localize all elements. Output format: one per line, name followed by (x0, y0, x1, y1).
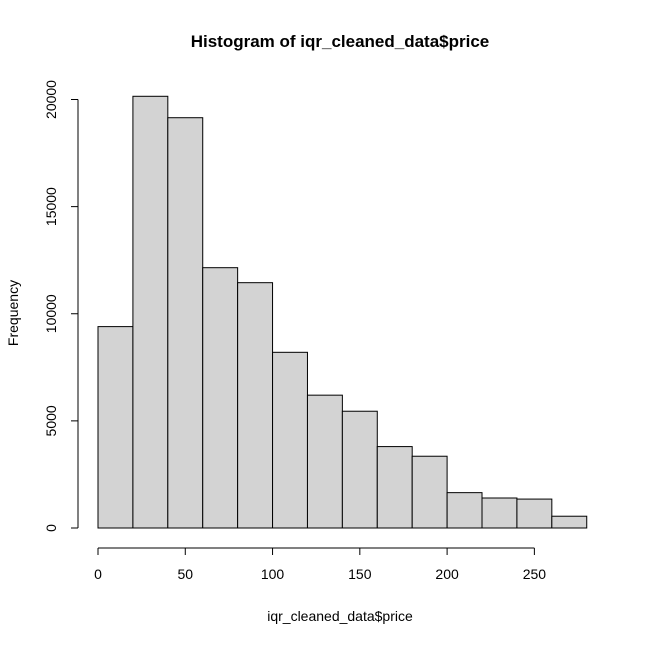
y-tick-label: 0 (43, 524, 59, 532)
histogram-bar-7 (341, 410, 378, 529)
histogram-bar-6 (306, 394, 343, 529)
y-tick-label: 5000 (43, 405, 59, 436)
histogram-bar-3 (202, 267, 239, 529)
histogram-bar-1 (132, 95, 169, 529)
y-tick-label: 10000 (43, 294, 59, 333)
x-tick-label: 200 (435, 566, 459, 582)
histogram-bar-12 (516, 498, 553, 529)
bars-group (97, 95, 588, 529)
x-axis: 0 50 100 150 200 250 (94, 547, 547, 582)
x-tick-label: 0 (94, 566, 102, 582)
y-axis-label: Frequency (5, 280, 21, 346)
histogram-bar-8 (376, 446, 413, 529)
histogram-bar-5 (272, 351, 308, 529)
histogram-bar-11 (481, 497, 518, 529)
histogram-bar-0 (97, 326, 134, 529)
histogram-bar-9 (411, 455, 448, 529)
histogram-bar-2 (167, 117, 204, 529)
histogram-bar-10 (446, 492, 483, 529)
x-tick-label: 100 (261, 566, 285, 582)
x-tick-label: 250 (523, 566, 547, 582)
chart-title: Histogram of iqr_cleaned_data$price (191, 32, 490, 51)
x-axis-label: iqr_cleaned_data$price (267, 608, 413, 624)
y-tick-label: 20000 (43, 80, 59, 119)
x-tick-label: 150 (348, 566, 372, 582)
histogram-bar-13 (551, 515, 588, 529)
y-axis: 0 5000 10000 15000 20000 (43, 80, 79, 532)
x-tick-label: 50 (177, 566, 193, 582)
histogram-bar-4 (237, 282, 274, 529)
y-tick-label: 15000 (43, 187, 59, 226)
